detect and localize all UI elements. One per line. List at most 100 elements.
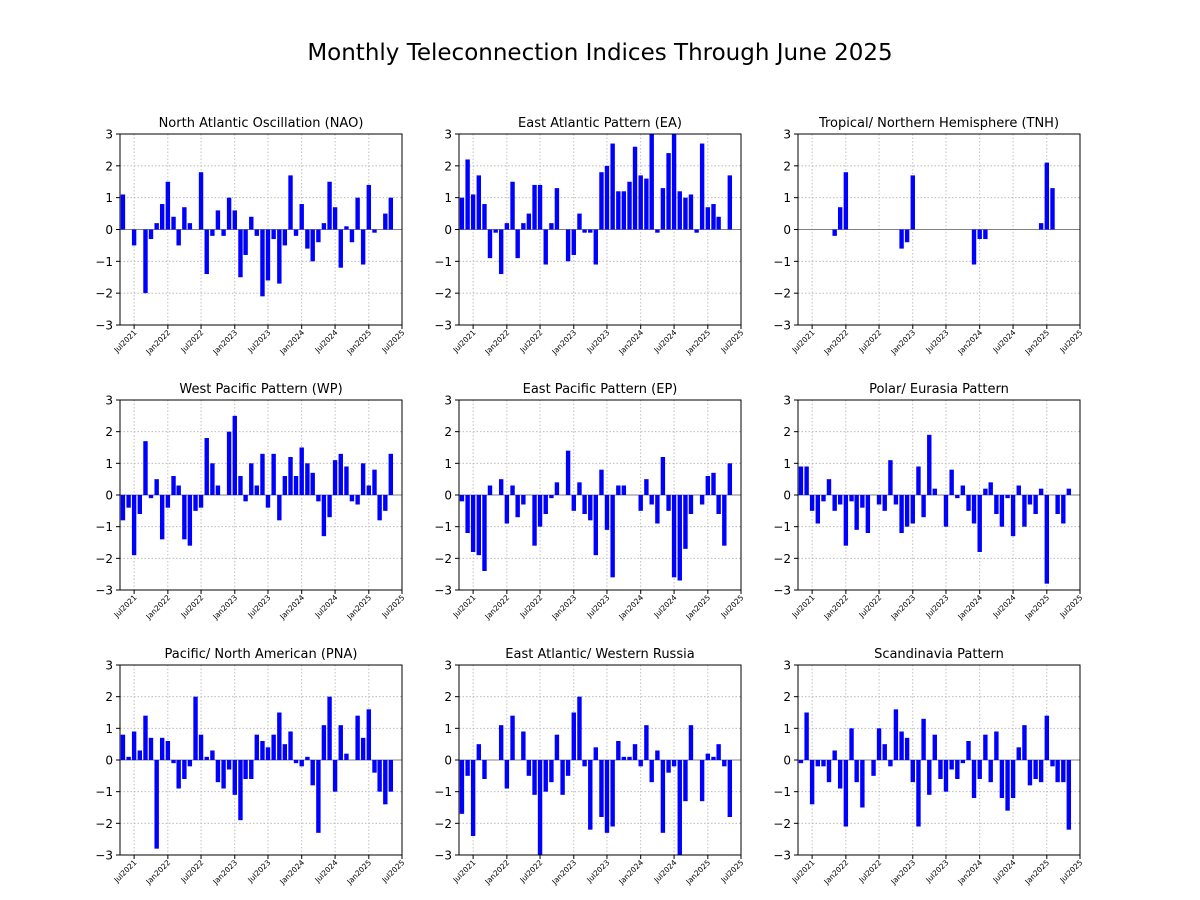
y-tick-label: 1	[444, 457, 452, 471]
x-tick-label: Jan2023	[888, 858, 917, 887]
bar	[949, 469, 954, 495]
bar	[487, 485, 493, 495]
x-tick-label: Jan2024	[955, 858, 984, 887]
bar	[660, 457, 666, 495]
panel-title: Scandinavia Pattern	[874, 647, 1004, 662]
bar	[904, 737, 910, 760]
y-tick-label: −3	[434, 584, 452, 598]
x-tick-label: Jul2024	[652, 593, 679, 620]
bar	[593, 229, 598, 265]
x-tick-label: Jul2022	[178, 328, 205, 355]
bar	[599, 469, 604, 495]
x-tick-label: Jul2025	[718, 858, 745, 885]
bar	[798, 760, 804, 764]
bar	[377, 495, 382, 521]
bar	[372, 469, 377, 495]
bar	[893, 495, 899, 505]
panel-title: East Pacific Pattern (EP)	[523, 382, 678, 397]
bar	[265, 229, 271, 281]
bar	[260, 229, 265, 297]
bar	[843, 172, 849, 230]
bar	[476, 175, 482, 230]
x-tick-label: Jan2023	[210, 328, 239, 357]
bar	[604, 495, 610, 530]
x-tick-label: Jul2023	[923, 858, 950, 885]
bar	[994, 731, 999, 760]
bar	[521, 731, 526, 760]
x-tick-label: Jul2025	[718, 593, 745, 620]
bar	[1038, 223, 1044, 230]
bar	[722, 760, 727, 767]
bar	[515, 495, 520, 518]
bar	[360, 463, 366, 495]
y-tick-label: −3	[95, 319, 113, 333]
y-tick-label: −1	[434, 520, 452, 534]
bar	[571, 495, 576, 511]
bar	[182, 207, 187, 230]
bar	[854, 760, 859, 783]
bar	[344, 753, 349, 760]
y-tick-label: 1	[105, 722, 113, 736]
x-tick-label: Jul2025	[1057, 858, 1084, 885]
x-tick-label: Jul2025	[379, 328, 406, 355]
bar	[798, 466, 804, 495]
bar	[521, 495, 526, 505]
bar	[971, 760, 977, 798]
bar	[510, 181, 515, 230]
x-tick-label: Jul2023	[584, 858, 611, 885]
panel-title: Tropical/ Northern Hemisphere (TNH)	[818, 116, 1059, 131]
x-tick-label: Jul2021	[451, 593, 478, 620]
bar	[983, 734, 988, 760]
bar	[899, 731, 904, 760]
bar	[465, 159, 470, 230]
x-tick-label: Jan2025	[1022, 858, 1051, 887]
bar	[159, 495, 165, 540]
bar	[966, 495, 971, 511]
bar	[727, 760, 733, 817]
y-tick-label: −1	[95, 520, 113, 534]
bar	[388, 760, 394, 792]
bar	[577, 696, 582, 760]
y-tick-label: −2	[773, 817, 791, 831]
y-tick-label: 3	[444, 128, 452, 142]
bar	[476, 744, 482, 760]
bar	[465, 495, 470, 533]
bar	[526, 760, 532, 776]
bar	[860, 495, 865, 508]
bar	[649, 495, 654, 505]
y-tick-label: 3	[444, 659, 452, 673]
bar	[638, 495, 643, 511]
bar	[198, 734, 204, 760]
bar	[265, 495, 271, 508]
bar	[165, 495, 171, 508]
y-tick-label: 1	[444, 191, 452, 205]
x-tick-label: Jan2022	[483, 858, 512, 887]
y-tick-label: 0	[783, 223, 791, 237]
bar	[960, 760, 966, 764]
bar	[171, 216, 176, 230]
x-tick-label: Jul2025	[379, 593, 406, 620]
y-tick-label: 2	[783, 159, 791, 173]
x-tick-label: Jul2024	[991, 858, 1018, 885]
bar	[826, 760, 832, 783]
x-tick-label: Jan2023	[888, 593, 917, 622]
bar	[360, 737, 366, 760]
bar	[854, 495, 859, 530]
y-tick-label: −3	[773, 319, 791, 333]
y-tick-label: 1	[444, 722, 452, 736]
bar	[821, 495, 826, 502]
bar	[332, 207, 338, 230]
bar	[344, 466, 349, 495]
bar	[238, 229, 243, 278]
bar	[277, 495, 282, 521]
x-tick-label: Jan2022	[822, 328, 851, 357]
x-tick-label: Jul2023	[245, 593, 272, 620]
bar	[577, 482, 582, 495]
y-tick-label: 2	[444, 690, 452, 704]
bar	[554, 482, 560, 495]
bar	[349, 495, 355, 502]
bar	[243, 760, 248, 779]
bar	[1033, 495, 1038, 514]
